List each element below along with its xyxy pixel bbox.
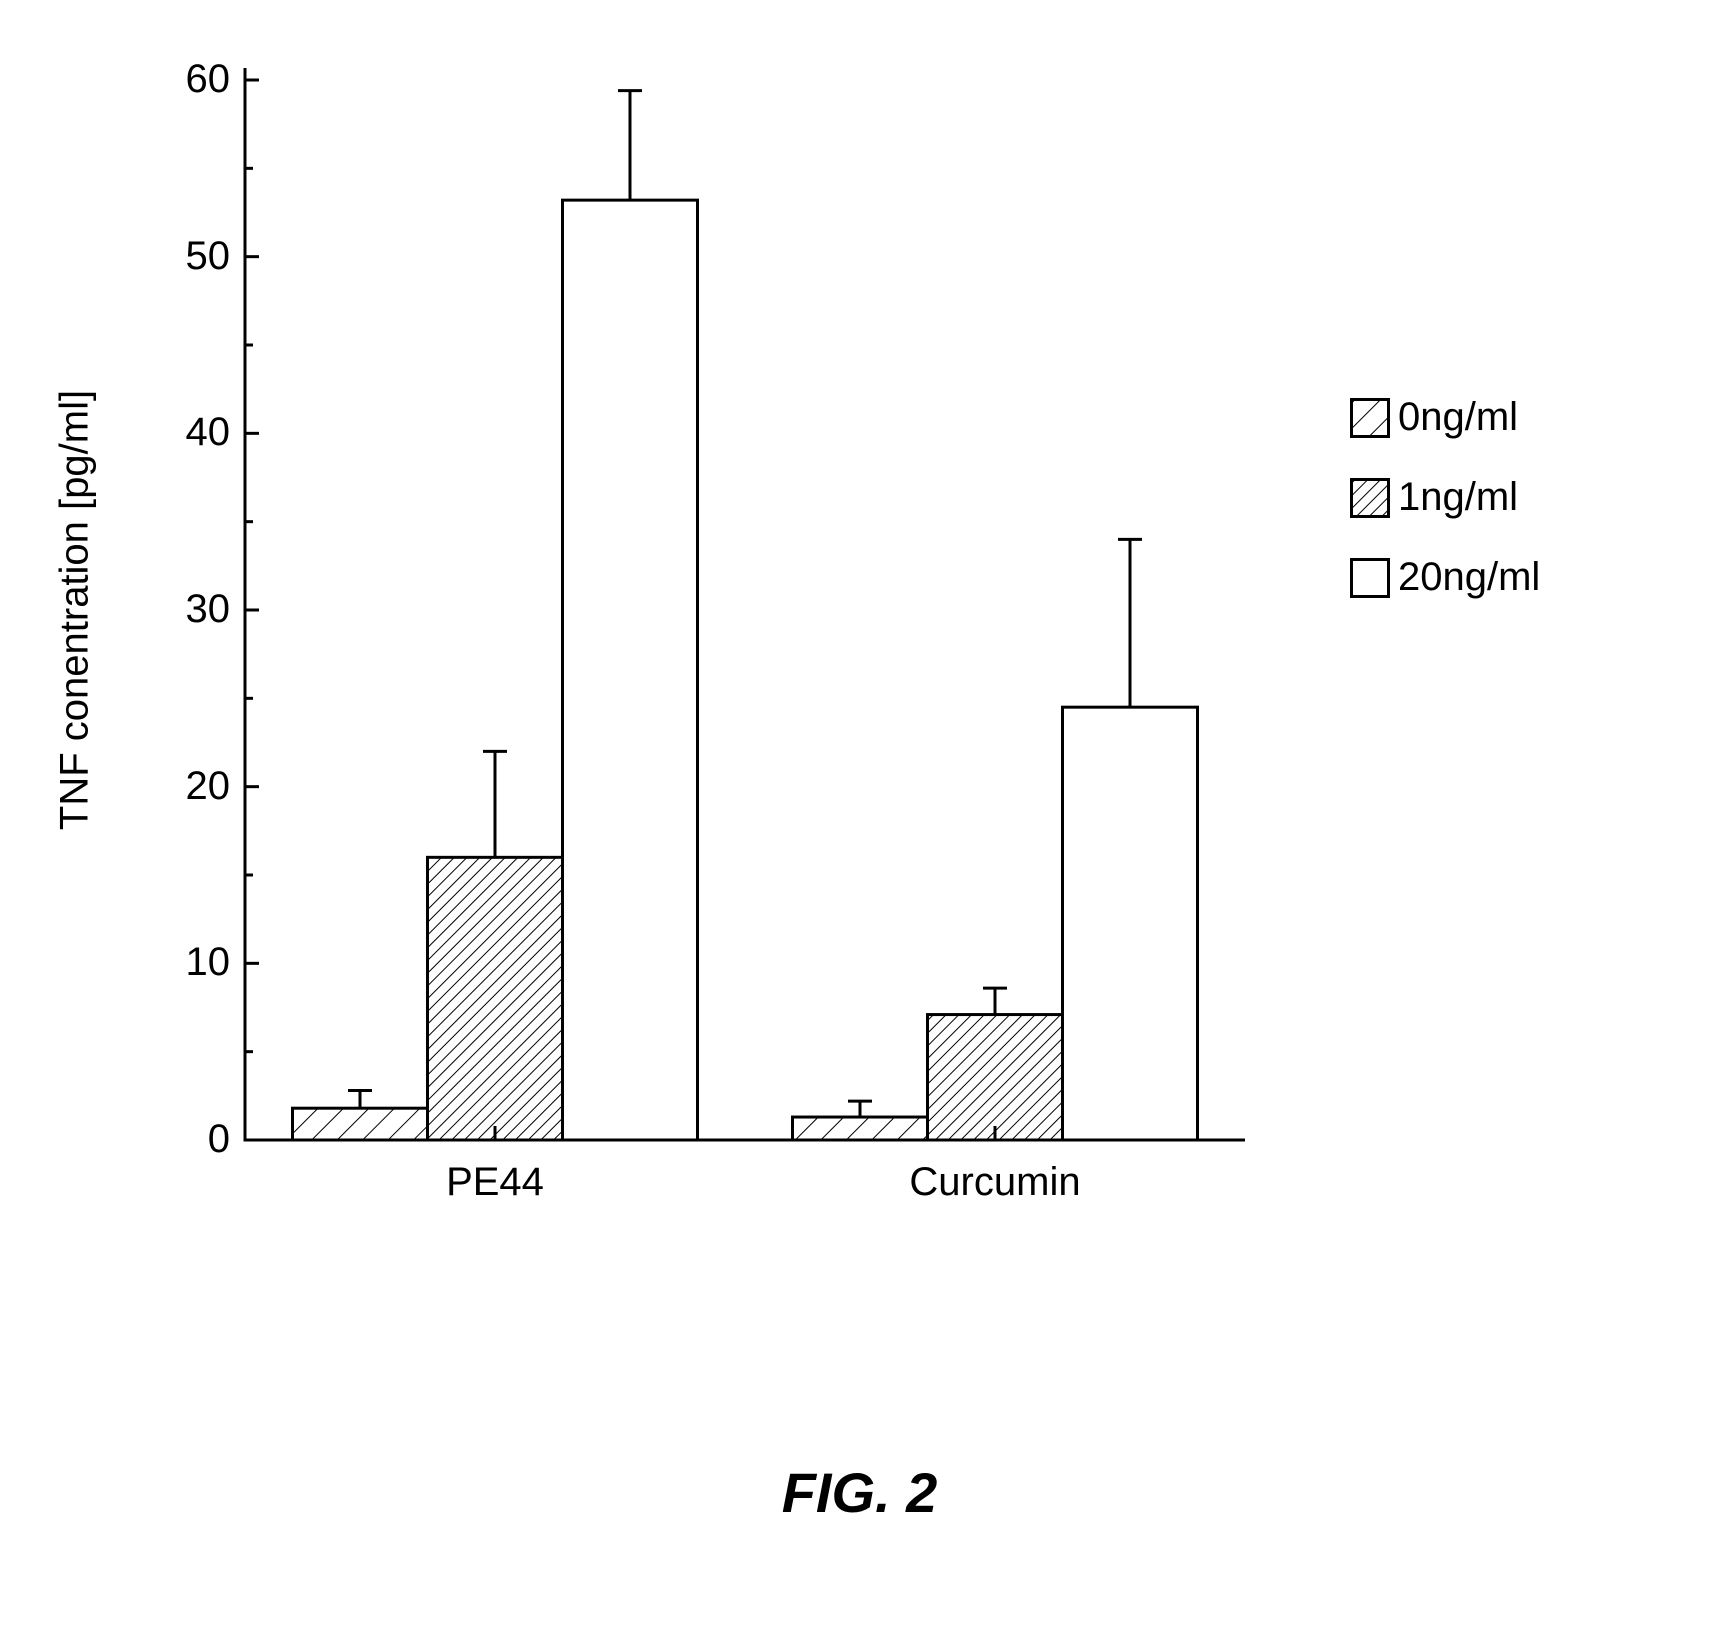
legend-item: 1ng/ml: [1350, 475, 1540, 520]
category-label: Curcumin: [909, 1160, 1080, 1205]
y-tick-label: 40: [160, 410, 230, 455]
figure-caption: FIG. 2: [0, 1460, 1719, 1525]
legend-swatch: [1350, 478, 1390, 518]
legend-label: 1ng/ml: [1398, 475, 1518, 520]
y-tick-label: 20: [160, 764, 230, 809]
y-tick-label: 30: [160, 587, 230, 632]
y-axis-label: TNF conentration [pg/ml]: [53, 390, 98, 830]
y-tick-label: 60: [160, 57, 230, 102]
legend: 0ng/ml 1ng/ml 20ng/ml: [1350, 395, 1540, 600]
bar: [793, 1117, 928, 1140]
y-tick-label: 10: [160, 940, 230, 985]
page-root: 0ng/ml 1ng/ml 20ng/ml FIG. 2 0 10 20 30 40 50 60…: [0, 0, 1719, 1645]
y-tick-label: 0: [160, 1117, 230, 1162]
category-label: PE44: [446, 1160, 544, 1205]
legend-item: 0ng/ml: [1350, 395, 1540, 440]
bar: [293, 1108, 428, 1140]
bar: [428, 857, 563, 1140]
bar: [928, 1015, 1063, 1140]
legend-label: 0ng/ml: [1398, 395, 1518, 440]
legend-label: 20ng/ml: [1398, 555, 1540, 600]
legend-swatch: [1350, 558, 1390, 598]
legend-swatch: [1350, 398, 1390, 438]
y-tick-label: 50: [160, 234, 230, 279]
bar: [1063, 707, 1198, 1140]
legend-item: 20ng/ml: [1350, 555, 1540, 600]
bar: [563, 200, 698, 1140]
